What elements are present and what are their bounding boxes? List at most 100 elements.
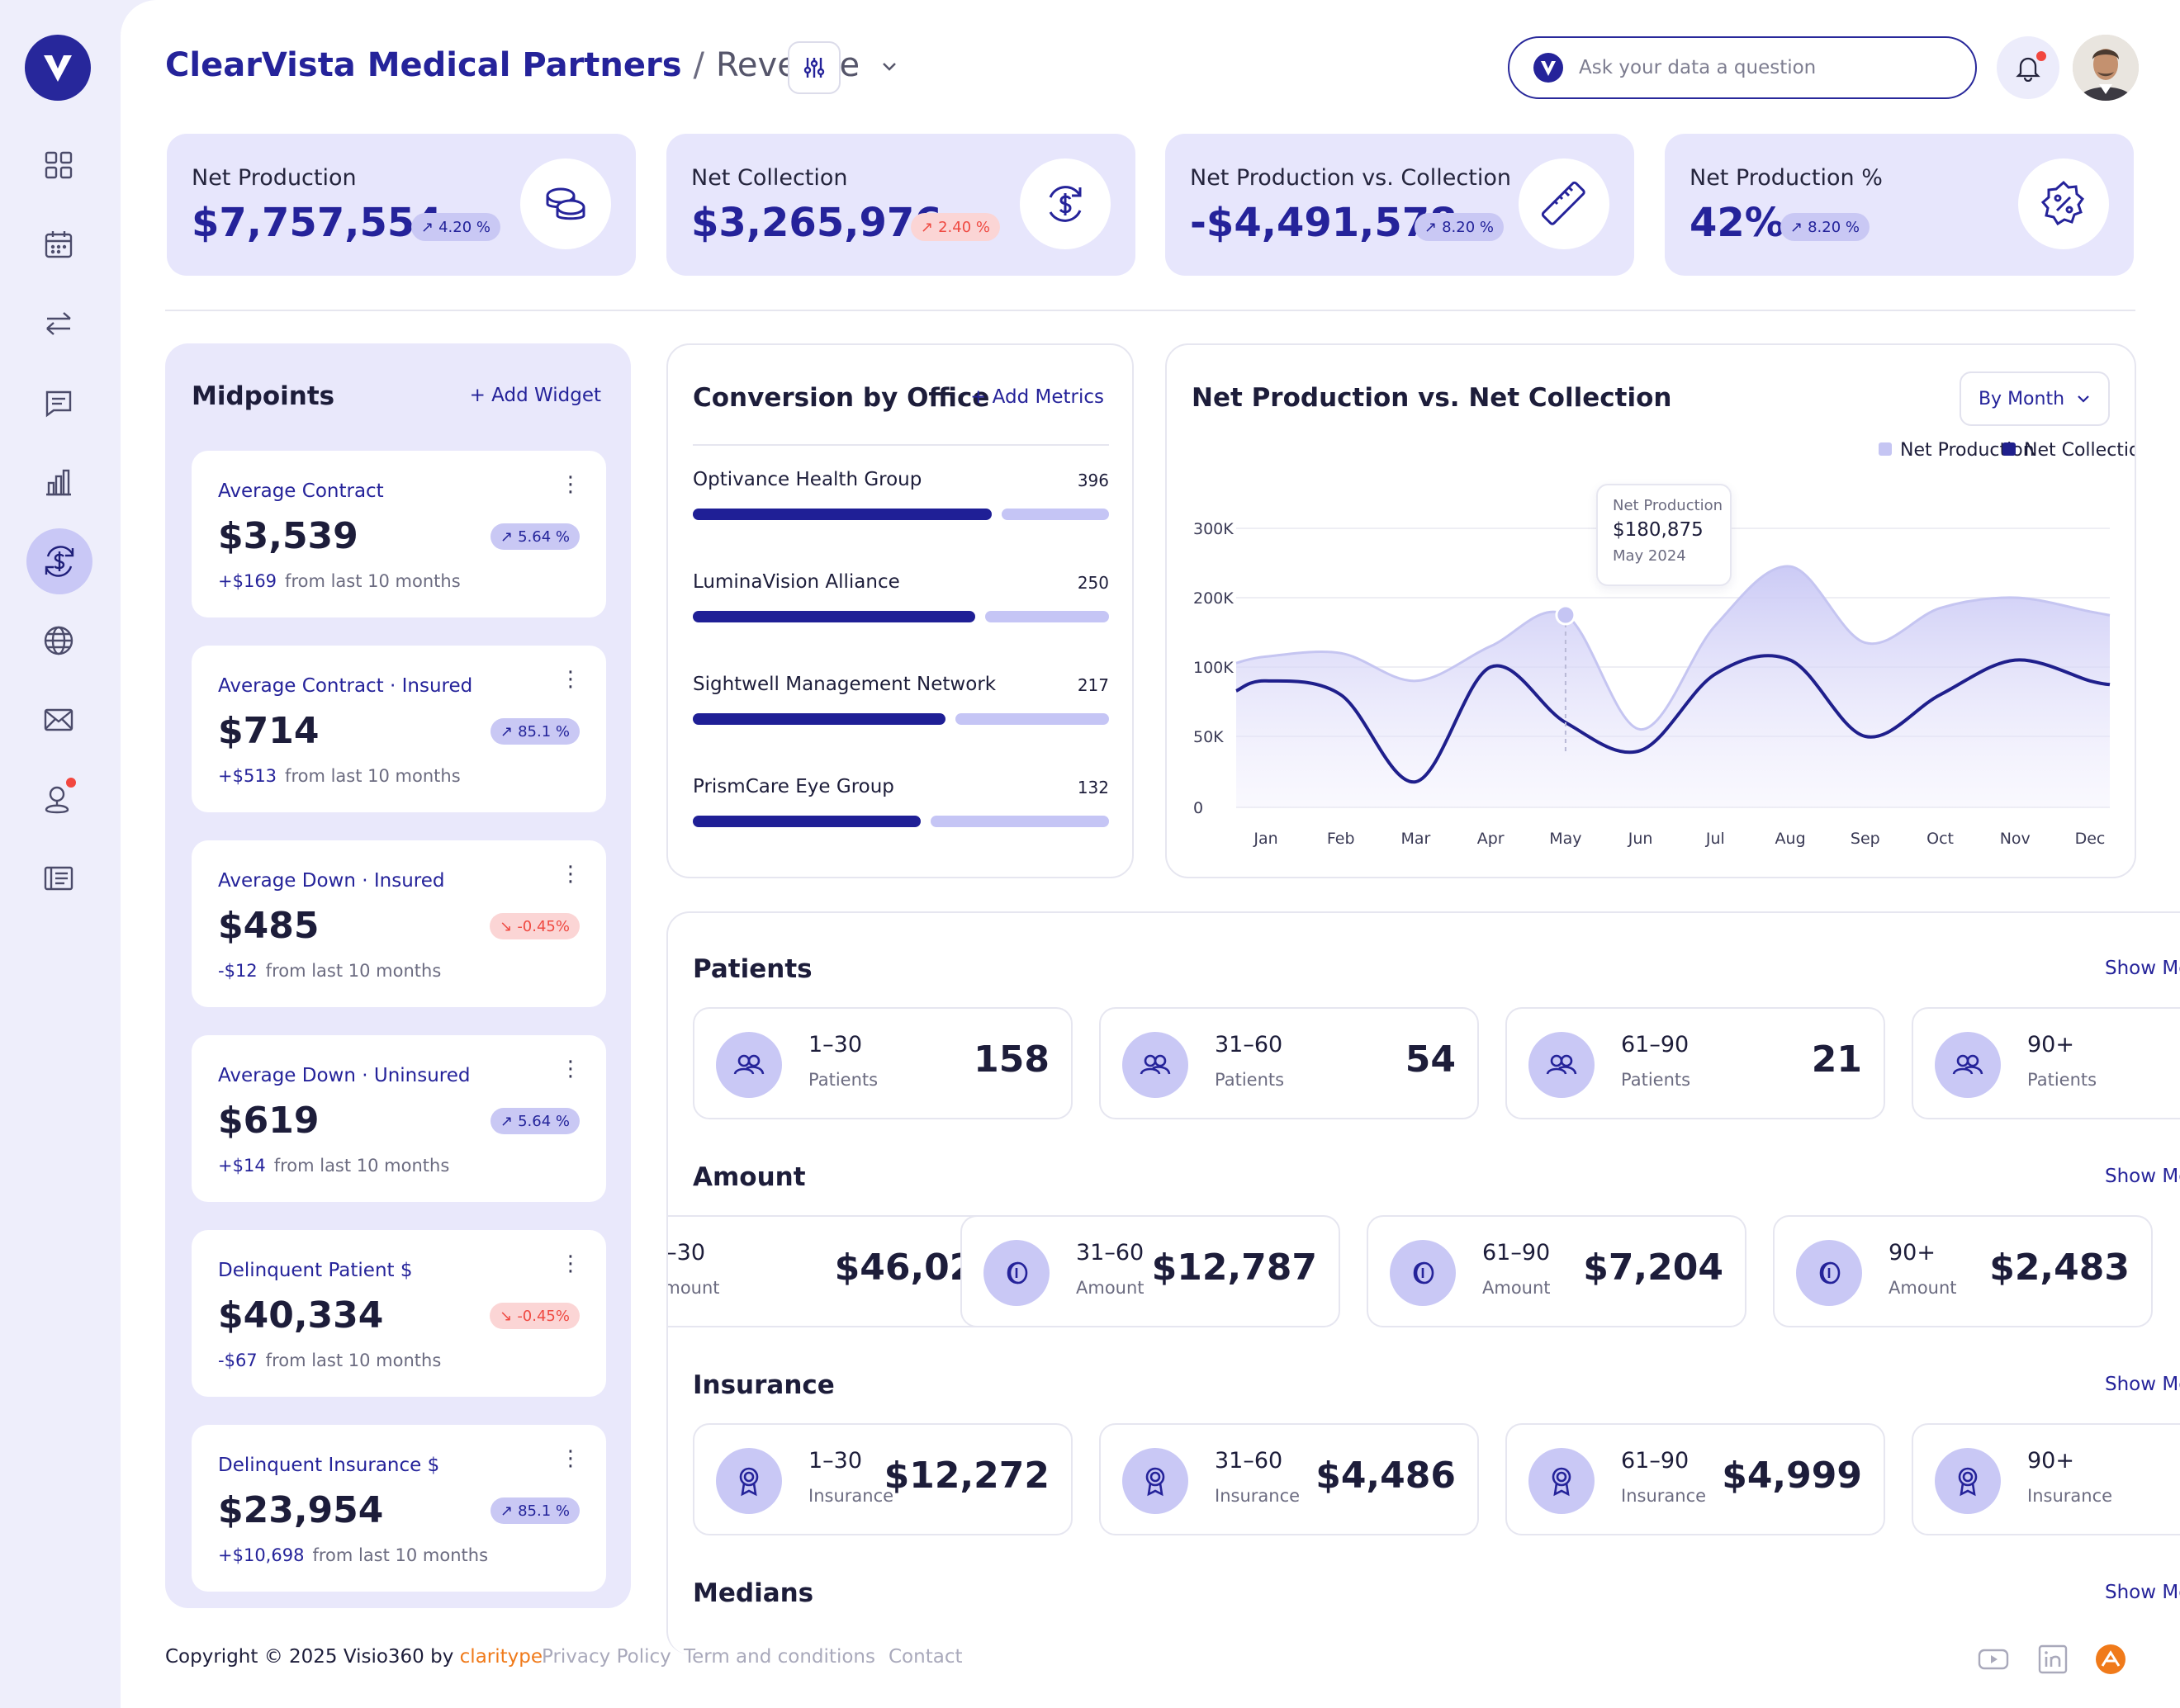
segment-card[interactable]: 1–30 Patients 158 — [693, 1007, 1073, 1119]
kpi-badge-text: 8.20 % — [1808, 218, 1860, 236]
segment-card[interactable]: 61–90 Amount $7,204 — [1367, 1215, 1746, 1327]
midpoint-card: Average Down · Uninsured ⋮ $619 ↗ 5.64 % +$14… — [192, 1035, 606, 1202]
section-title: Patients — [693, 954, 813, 984]
kpi-label: Net Production % — [1690, 165, 1883, 191]
award-icon — [716, 1448, 782, 1514]
segment-card[interactable]: 31–60 Patients 54 — [1099, 1007, 1479, 1119]
segment-card[interactable]: 61–90 Patients 21 — [1505, 1007, 1885, 1119]
users-icon — [1528, 1032, 1595, 1098]
period-select[interactable]: By Month — [1960, 371, 2110, 426]
chart-tooltip: Net Production $180,875 May 2024 — [1596, 484, 1732, 586]
segment-card[interactable]: 31–60 Amount $12,787 — [960, 1215, 1340, 1327]
midpoint-card: Average Contract ⋮ $3,539 ↗ 5.64 % +$169 from … — [192, 451, 606, 617]
kpi-net-production: Net Production $7,757,554 ↗ 4.20 % — [167, 134, 636, 276]
midpoint-badge-text: 5.64 % — [518, 528, 570, 546]
segment-card[interactable]: 90+ Patients — [1912, 1007, 2180, 1119]
linkedin-icon[interactable] — [2036, 1643, 2069, 1676]
more-options-icon[interactable]: ⋮ — [560, 862, 581, 887]
footer-privacy-link[interactable]: Privacy Policy — [542, 1646, 671, 1668]
nav-mail-icon[interactable] — [40, 702, 77, 738]
midpoint-delta: +$10,698 — [218, 1545, 305, 1565]
coin-icon — [1390, 1240, 1456, 1306]
midpoint-value: $485 — [218, 905, 320, 947]
segment-value: $12,272 — [884, 1455, 1050, 1497]
trend-up-icon: ↗ — [1790, 218, 1803, 236]
midpoint-card: Delinquent Insurance $ ⋮ $23,954 ↗ 85.1 % +$1… — [192, 1425, 606, 1592]
segment-card[interactable]: 90+ Insurance — [1912, 1423, 2180, 1535]
show-more-button[interactable]: Show More — [2105, 1374, 2180, 1395]
add-widget-button[interactable]: + Add Widget — [469, 385, 601, 406]
nav-news-icon[interactable] — [40, 860, 77, 897]
section-title: Medians — [693, 1578, 814, 1608]
add-metrics-button[interactable]: + Add Metrics — [970, 386, 1104, 408]
segment-value: 158 — [974, 1039, 1050, 1081]
segment-value: $7,204 — [1583, 1247, 1723, 1289]
filter-settings-button[interactable] — [788, 41, 841, 94]
segment-value: $12,787 — [1151, 1247, 1317, 1289]
office-count: 250 — [1077, 573, 1109, 593]
more-options-icon[interactable]: ⋮ — [560, 1446, 581, 1471]
midpoint-delta: -$12 — [218, 961, 258, 981]
footer-contact-link[interactable]: Contact — [889, 1646, 963, 1668]
award-icon — [1935, 1448, 2001, 1514]
user-avatar[interactable] — [2073, 35, 2139, 101]
claritype-logo-icon[interactable] — [2094, 1643, 2127, 1676]
app-logo[interactable] — [25, 35, 91, 101]
office-progress-fill — [693, 713, 945, 725]
nav-location-user-icon[interactable] — [40, 781, 77, 817]
kpi-trend-badge: ↗ 4.20 % — [411, 213, 500, 241]
youtube-icon[interactable] — [1977, 1643, 2010, 1676]
more-options-icon[interactable]: ⋮ — [560, 1057, 581, 1081]
midpoint-delta: +$513 — [218, 766, 277, 786]
users-icon — [716, 1032, 782, 1098]
midpoint-delta: +$14 — [218, 1156, 266, 1176]
sidebar — [0, 0, 121, 1708]
ask-data-input[interactable] — [1579, 57, 1942, 78]
midpoint-value: $40,334 — [218, 1294, 384, 1337]
midpoint-card: Average Contract · Insured ⋮ $714 ↗ 85.1 % +$… — [192, 646, 606, 812]
footer-terms-link[interactable]: Term and conditions — [684, 1646, 875, 1668]
more-options-icon[interactable]: ⋮ — [560, 1251, 581, 1276]
midpoint-delta-line: -$67 from last 10 months — [218, 1351, 441, 1370]
coin-icon — [1796, 1240, 1862, 1306]
midpoint-delta-line: -$12 from last 10 months — [218, 961, 441, 981]
nav-reports-icon[interactable] — [40, 464, 77, 500]
coin-icon — [983, 1240, 1050, 1306]
segment-value: 54 — [1405, 1039, 1456, 1081]
nav-transfer-icon[interactable] — [40, 305, 77, 342]
segment-card[interactable]: 31–60 Insurance $4,486 — [1099, 1423, 1479, 1535]
show-more-button[interactable]: Show More — [2105, 958, 2180, 979]
chevron-down-icon[interactable] — [879, 56, 899, 76]
midpoint-title: Average Contract · Insured — [218, 675, 473, 697]
notifications-button[interactable] — [1997, 36, 2059, 99]
segment-unit: Amount — [1482, 1278, 1551, 1298]
nav-revenue-icon[interactable] — [26, 528, 92, 594]
midpoint-badge-text: 85.1 % — [518, 722, 570, 740]
tooltip-date: May 2024 — [1613, 547, 1686, 565]
office-progress-fill — [693, 816, 921, 827]
nav-calendar-icon[interactable] — [40, 226, 77, 263]
segment-card[interactable]: 90+ Amount $2,483 — [1773, 1215, 2153, 1327]
midpoint-note: from last 10 months — [312, 1545, 489, 1565]
x-tick-label: Mar — [1401, 830, 1431, 848]
x-tick-label: Apr — [1477, 830, 1505, 848]
ask-data-search[interactable] — [1508, 36, 1977, 99]
nav-globe-icon[interactable] — [40, 622, 77, 659]
office-name: LuminaVision Alliance — [693, 571, 900, 593]
segment-card[interactable]: 61–90 Insurance $4,999 — [1505, 1423, 1885, 1535]
segment-card[interactable]: 1–30 Insurance $12,272 — [693, 1423, 1073, 1535]
section-title: Insurance — [693, 1370, 835, 1400]
midpoint-badge-text: 5.64 % — [518, 1112, 570, 1130]
nav-dashboard-icon[interactable] — [40, 147, 77, 183]
show-more-button[interactable]: Show More — [2105, 1166, 2180, 1187]
office-count: 396 — [1077, 471, 1109, 490]
segment-unit: Insurance — [2027, 1486, 2113, 1506]
more-options-icon[interactable]: ⋮ — [560, 472, 581, 497]
segment-unit: Insurance — [1621, 1486, 1707, 1506]
show-more-button[interactable]: Show More — [2105, 1582, 2180, 1603]
nav-messages-icon[interactable] — [40, 385, 77, 421]
midpoint-badge-text: -0.45% — [517, 917, 570, 935]
percent-badge-icon — [2018, 158, 2109, 249]
more-options-icon[interactable]: ⋮ — [560, 667, 581, 692]
brand-link[interactable]: claritype — [459, 1646, 543, 1668]
